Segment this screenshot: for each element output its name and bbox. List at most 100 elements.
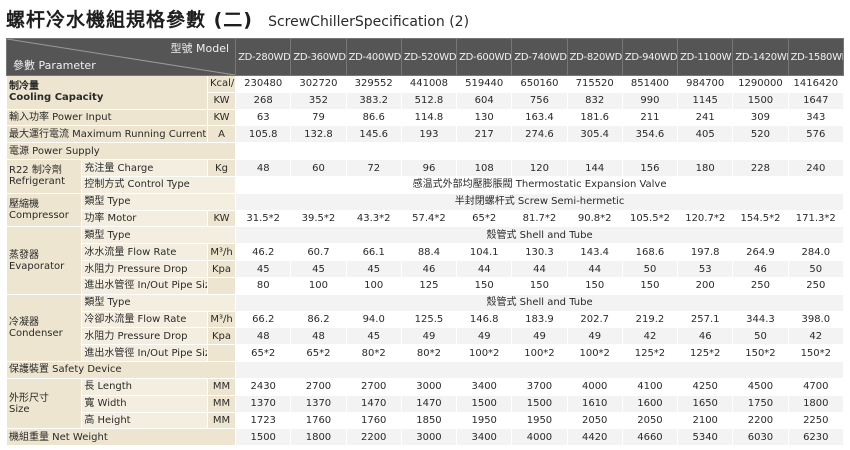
value-cell: 90.8*2	[566, 209, 623, 228]
row-running-current: 最大運行電流 Maximum Running Current A 105.8 132.…	[6, 125, 845, 144]
value-cell: 1370	[290, 394, 347, 413]
group-compressor: 壓縮機 Compressor	[5, 192, 83, 228]
value-cell: 193	[400, 125, 458, 144]
value-cell: 1800	[787, 394, 845, 413]
model-header: ZD-740WD	[511, 38, 568, 76]
value-cell: 329552	[345, 75, 402, 93]
value-cell: 2700	[345, 377, 402, 396]
value-cell: 183.9	[511, 310, 568, 329]
spanned-value: 半封閉螺杆式 Screw Semi-hermetic	[235, 192, 844, 211]
value-cell: 46	[677, 327, 734, 346]
value-cell: 5340	[677, 428, 734, 447]
unit-cell: KW	[206, 209, 237, 228]
spanned-value: 殼管式 Shell and Tube	[235, 226, 844, 245]
value-cell: 4700	[787, 377, 845, 396]
label-cell: 最大運行電流 Maximum Running Current	[6, 125, 208, 144]
value-cell: 354.6	[621, 125, 679, 144]
value-cell: 3400	[456, 428, 513, 447]
value-cell: 756	[511, 91, 568, 110]
label-cell: 類型 Type	[81, 192, 237, 211]
label-cell: 輸入功率 Power Input	[6, 108, 208, 127]
unit-cell: Kpa	[206, 260, 237, 278]
label-cell: 電源 Power Supply	[5, 142, 237, 161]
label-cell: 類型 Type	[81, 293, 237, 312]
value-cell: 3400	[456, 377, 513, 396]
unit-cell: A	[206, 125, 237, 144]
unit-cell: MM	[206, 377, 237, 396]
value-cell: 154.5*2	[732, 209, 789, 228]
value-cell: 202.7	[566, 310, 623, 329]
label-cell: 進出水管徑 In/Out Pipe Size	[81, 276, 208, 295]
value-cell: 250	[732, 276, 789, 295]
value-cell: 274.6	[511, 125, 568, 144]
value-cell: 171.3*2	[787, 209, 845, 228]
value-cell: 990	[621, 91, 679, 110]
model-header: ZD-600WD	[456, 38, 513, 76]
value-cell: 46	[400, 260, 458, 278]
value-cell: 181.6	[566, 108, 623, 127]
label-cell: 控制方式 Control Type	[81, 175, 237, 194]
group-label-en: Refrigerant	[9, 176, 66, 188]
value-cell: 180	[677, 159, 734, 177]
empty-cell	[235, 361, 844, 379]
value-cell: 45	[345, 260, 402, 278]
value-cell: 49	[511, 327, 568, 346]
row-size-height: 高 Height MM 1723 1760 1760 1850 1950 1950 2050 20…	[7, 411, 845, 430]
value-cell: 4000	[511, 428, 568, 447]
value-cell: 100*2	[566, 344, 623, 363]
value-cell: 125.5	[400, 310, 458, 329]
value-cell: 105.8	[235, 125, 292, 144]
unit-cell: KW	[206, 91, 237, 110]
value-cell: 1500	[732, 91, 789, 110]
row-power-supply: 電源 Power Supply	[5, 142, 844, 161]
value-cell: 4500	[732, 377, 789, 396]
value-cell: 150	[621, 276, 679, 295]
value-cell: 309	[732, 108, 789, 127]
label-cell: 保護裝置 Safety Device	[5, 361, 237, 379]
title-chinese: 螺杆冷水機組規格參數 (二)	[6, 9, 253, 31]
unit-cell: Kg	[206, 159, 237, 177]
spanned-value: 感温式外部均壓膨脹閥 Thermostatic Expansion Valve	[235, 175, 844, 194]
model-header: ZD-1580WD	[787, 38, 845, 76]
row-refrigerant-charge: R22 制冷劑 Refrigerant 充注量 Charge Kg 48 60 72 96 10…	[5, 159, 845, 194]
value-cell: 86.2	[290, 310, 347, 329]
value-cell: 1416420	[787, 75, 845, 93]
value-cell: 130	[456, 108, 513, 127]
value-cell: 217	[456, 125, 513, 144]
value-cell: 49	[456, 327, 513, 346]
value-cell: 60.7	[290, 243, 347, 262]
unit-cell: MM	[206, 394, 237, 413]
value-cell: 1950	[511, 411, 568, 430]
title-english: ScrewChillerSpecification (2)	[268, 14, 470, 30]
value-cell: 146.8	[456, 310, 513, 329]
value-cell: 57.4*2	[400, 209, 458, 228]
header-model: 型號 Model	[170, 42, 230, 55]
group-label-zh: 蒸發器	[9, 249, 39, 261]
model-header: ZD-520WD	[400, 38, 458, 76]
value-cell: 1647	[787, 91, 845, 110]
diagonal-divider	[7, 39, 235, 75]
value-cell: 66.2	[235, 310, 292, 329]
value-cell: 1760	[290, 411, 347, 430]
value-cell: 441008	[400, 75, 458, 93]
value-cell: 3700	[511, 377, 568, 396]
value-cell: 211	[621, 108, 679, 127]
value-cell: 50	[787, 260, 845, 278]
value-cell: 46	[732, 260, 789, 278]
value-cell: 344.3	[732, 310, 789, 329]
unit-cell	[206, 344, 237, 363]
unit-cell: KW	[206, 108, 237, 127]
group-evaporator: 蒸發器 Evaporator	[5, 226, 83, 295]
value-cell: 43.3*2	[345, 209, 402, 228]
header-parameter: 參數 Parameter	[13, 59, 96, 72]
value-cell: 120	[511, 159, 568, 177]
value-cell: 250	[787, 276, 845, 295]
group-condenser: 冷凝器 Condenser	[5, 293, 83, 363]
group-label-zh: 外形尺寸	[9, 392, 49, 404]
row-evap-type: 蒸發器 Evaporator 類型 Type 殼管式 Shell and Tube	[5, 226, 844, 295]
group-label-zh: R22 制冷劑	[9, 165, 62, 177]
group-label-en: Condenser	[9, 327, 63, 339]
value-cell: 2200	[732, 411, 789, 430]
group-label-zh: 冷凝器	[9, 316, 39, 328]
